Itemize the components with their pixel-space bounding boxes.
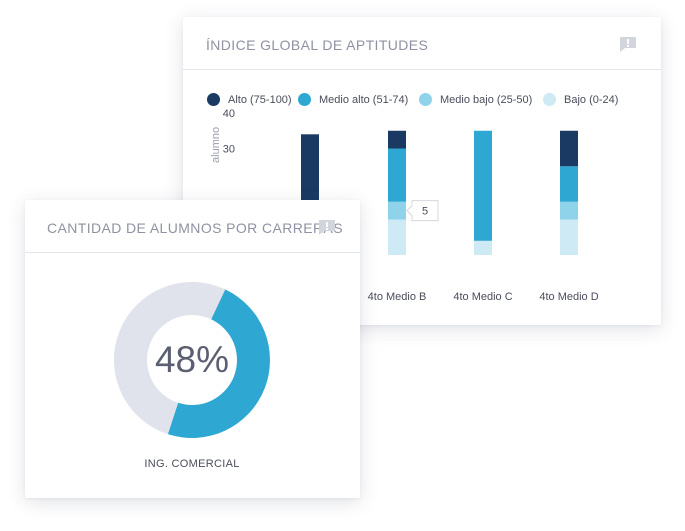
legend-label-medio-alto: Medio alto (51-74)	[319, 94, 409, 106]
bar-segment-medio-alto	[560, 166, 578, 202]
bar-segment-medio-bajo	[560, 201, 578, 220]
bar-segment-bajo	[560, 219, 578, 255]
legend-label-medio-bajo: Medio bajo (25-50)	[440, 94, 533, 106]
legend-dot-alto	[207, 93, 220, 106]
x-tick-label: 4to Medio B	[368, 291, 427, 303]
donut-slice-rest	[114, 282, 226, 435]
donut-slice-ing-comercial	[167, 289, 270, 438]
x-tick-label: 4to Medio C	[453, 291, 512, 303]
bar-segment-medio-alto	[388, 148, 406, 202]
donut-center-value: 48%	[154, 339, 230, 380]
comment-alert-icon[interactable]	[619, 36, 637, 53]
carreras-card-title: CANTIDAD DE ALUMNOS POR CARRERAS	[47, 220, 343, 236]
legend-dot-medio-bajo	[419, 93, 432, 106]
legend-label-bajo: Bajo (0-24)	[564, 94, 619, 106]
bar-segment-alto	[388, 130, 406, 149]
carreras-card: CANTIDAD DE ALUMNOS POR CARRERAS 48% ING…	[25, 200, 360, 498]
legend-dot-medio-alto	[298, 93, 311, 106]
y-tick-label: 30	[223, 144, 235, 156]
tooltip-value: 5	[422, 206, 428, 218]
bar-segment-medio-alto	[474, 130, 492, 241]
bar-segment-alto	[560, 130, 578, 167]
donut-chart	[114, 282, 270, 438]
aptitudes-card-title: ÍNDICE GLOBAL DE APTITUDES	[206, 37, 429, 53]
bar-tooltip: 5	[406, 200, 439, 222]
legend-dot-bajo	[543, 93, 556, 106]
legend-label-alto: Alto (75-100)	[228, 94, 292, 106]
aptitudes-card-header: ÍNDICE GLOBAL DE APTITUDES	[183, 17, 661, 70]
comment-alert-icon[interactable]	[318, 219, 336, 236]
donut-segment-label: ING. COMERCIAL	[144, 458, 240, 470]
y-tick-label: 40	[223, 108, 235, 120]
bar-segment-bajo	[474, 240, 492, 255]
tooltip-box	[406, 200, 439, 222]
y-axis-label: alumno	[210, 127, 222, 163]
bar-segment-bajo	[388, 219, 406, 255]
carreras-card-header: CANTIDAD DE ALUMNOS POR CARRERAS	[25, 200, 360, 253]
bar-segment-medio-bajo	[388, 201, 406, 220]
x-tick-label: 4to Medio D	[539, 291, 598, 303]
